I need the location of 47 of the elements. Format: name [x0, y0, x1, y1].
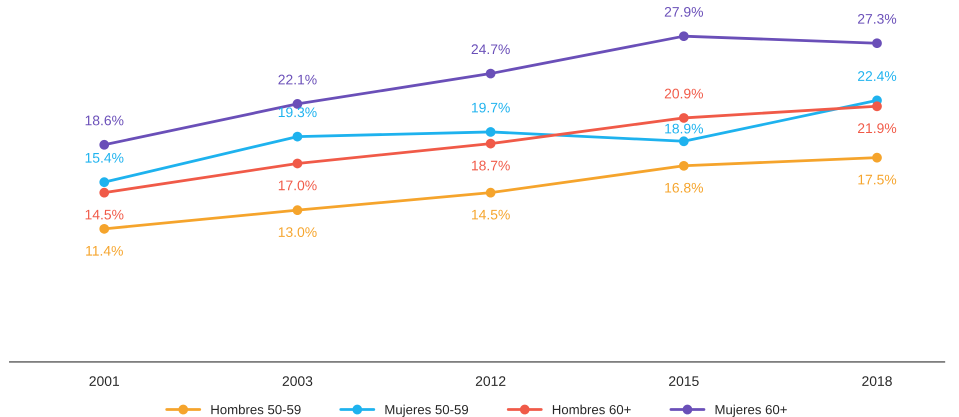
x-tick-label: 2001 — [90, 376, 120, 386]
x-tick-label: 2003 — [282, 376, 312, 386]
data-label: 27.3% — [858, 14, 896, 24]
point — [872, 101, 882, 112]
x-tick-label: 2018 — [862, 376, 892, 386]
data-label: 18.7% — [472, 160, 510, 170]
point — [99, 177, 110, 188]
point — [486, 68, 496, 78]
point — [486, 138, 496, 148]
data-label: 14.5% — [86, 210, 124, 220]
data-label: 15.4% — [86, 152, 124, 163]
x-tick-label: 2012 — [476, 376, 506, 386]
point — [292, 132, 302, 142]
data-label: 18.9% — [665, 124, 704, 134]
legend-label: Mujeres 50-59 — [385, 404, 468, 417]
point — [678, 31, 689, 42]
point — [99, 188, 110, 198]
legend-label: Hombres 50-59 — [211, 404, 301, 414]
data-label: 21.9% — [858, 123, 896, 134]
point — [99, 140, 110, 150]
data-label: 27.9% — [664, 6, 704, 17]
data-label: 24.7% — [472, 44, 510, 54]
legend-label: Hombres 60+ — [552, 404, 631, 414]
data-label: 18.6% — [86, 116, 124, 126]
data-label: 20.9% — [664, 88, 704, 99]
data-label: 14.5% — [472, 210, 510, 220]
data-label: 22.4% — [858, 71, 896, 81]
point — [872, 38, 882, 48]
data-label: 17.0% — [278, 180, 317, 190]
data-label: 16.8% — [665, 182, 704, 193]
point — [99, 224, 110, 234]
point — [292, 205, 302, 216]
data-label: 17.5% — [858, 174, 896, 184]
x-tick-label: 2015 — [669, 376, 699, 386]
data-label: 22.1% — [278, 74, 317, 84]
point — [678, 160, 689, 171]
point — [678, 136, 689, 146]
legend-label: Mujeres 60+ — [716, 404, 787, 417]
point — [486, 127, 496, 137]
data-label: 13.0% — [278, 227, 317, 238]
data-label: 11.4% — [86, 246, 123, 256]
data-label: 19.7% — [472, 102, 510, 113]
point — [292, 158, 302, 168]
point — [678, 113, 689, 123]
point — [486, 188, 496, 198]
data-label: 19.3% — [278, 107, 317, 118]
point — [872, 152, 882, 162]
